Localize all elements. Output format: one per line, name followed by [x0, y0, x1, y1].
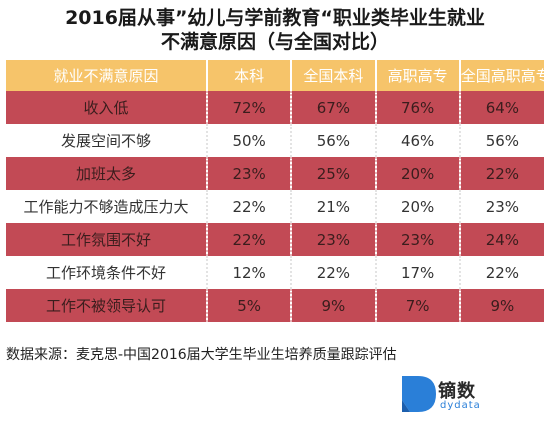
value-cell: 22%	[459, 256, 544, 289]
value-cell: 23%	[291, 223, 377, 256]
reason-cell: 工作氛围不好	[6, 223, 208, 256]
table-row: 工作氛围不好 22% 23% 23% 24%	[6, 223, 544, 256]
value-cell: 5%	[207, 289, 293, 322]
reason-cell: 工作不被领导认可	[6, 289, 208, 322]
reason-cell: 发展空间不够	[6, 124, 208, 157]
header-cell: 就业不满意原因	[6, 60, 208, 91]
value-cell: 22%	[291, 256, 377, 289]
value-cell: 9%	[459, 289, 544, 322]
reason-cell: 加班太多	[6, 157, 208, 190]
table-header-row: 就业不满意原因 本科 全国本科 高职高专 全国高职高专	[6, 60, 544, 91]
value-cell: 12%	[207, 256, 293, 289]
value-cell: 46%	[375, 124, 461, 157]
value-cell: 22%	[207, 223, 293, 256]
value-cell: 56%	[291, 124, 377, 157]
value-cell: 20%	[375, 157, 461, 190]
reason-cell: 工作能力不够造成压力大	[6, 190, 208, 223]
value-cell: 7%	[375, 289, 461, 322]
table-row: 工作环境条件不好 12% 22% 17% 22%	[6, 256, 544, 289]
dydata-logo-icon	[402, 376, 436, 412]
value-cell: 21%	[291, 190, 377, 223]
value-cell: 22%	[459, 157, 544, 190]
table-row: 工作不被领导认可 5% 9% 7% 9%	[6, 289, 544, 322]
table-row: 工作能力不够造成压力大 22% 21% 20% 23%	[6, 190, 544, 223]
table-row: 收入低 72% 67% 76% 64%	[6, 91, 544, 124]
logo-name: 镝数	[438, 381, 476, 402]
header-cell: 全国高职高专	[459, 60, 544, 91]
reason-cell: 工作环境条件不好	[6, 256, 208, 289]
table-row: 发展空间不够 50% 56% 46% 56%	[6, 124, 544, 157]
value-cell: 23%	[459, 190, 544, 223]
data-source: 数据来源：麦克思-中国2016届大学生毕业生培养质量跟踪评估	[6, 347, 397, 363]
header-cell: 高职高专	[375, 60, 461, 91]
title-line-1: 2016届从事”幼儿与学前教育“职业类毕业生就业	[65, 7, 485, 29]
value-cell: 20%	[375, 190, 461, 223]
value-cell: 23%	[375, 223, 461, 256]
value-cell: 9%	[291, 289, 377, 322]
header-cell: 全国本科	[291, 60, 377, 91]
header-cell: 本科	[207, 60, 293, 91]
logo-subtitle: dydata	[440, 400, 481, 411]
value-cell: 17%	[375, 256, 461, 289]
value-cell: 72%	[207, 91, 293, 124]
title-line-2: 不满意原因（与全国对比）	[160, 31, 389, 53]
value-cell: 76%	[375, 91, 461, 124]
reason-cell: 收入低	[6, 91, 208, 124]
chart-title: 2016届从事”幼儿与学前教育“职业类毕业生就业 不满意原因（与全国对比）	[0, 6, 550, 54]
value-cell: 67%	[291, 91, 377, 124]
value-cell: 25%	[291, 157, 377, 190]
value-cell: 24%	[459, 223, 544, 256]
value-cell: 64%	[459, 91, 544, 124]
comparison-table: 就业不满意原因 本科 全国本科 高职高专 全国高职高专 收入低 72% 67% 76%…	[6, 60, 544, 322]
value-cell: 23%	[207, 157, 293, 190]
value-cell: 50%	[207, 124, 293, 157]
value-cell: 56%	[459, 124, 544, 157]
table-row: 加班太多 23% 25% 20% 22%	[6, 157, 544, 190]
value-cell: 22%	[207, 190, 293, 223]
